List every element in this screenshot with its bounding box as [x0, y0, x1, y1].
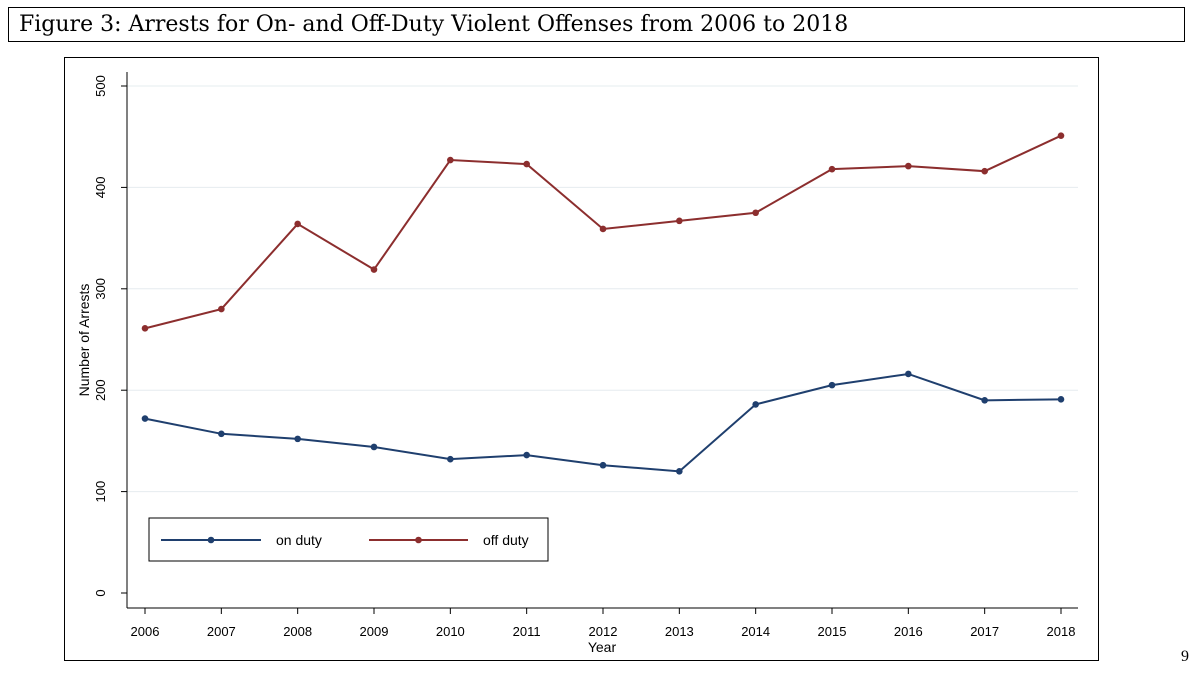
x-tick-label: 2010	[436, 624, 465, 639]
data-point-on-duty	[523, 451, 530, 459]
x-tick-label: 2006	[131, 624, 160, 639]
data-point-off-duty	[752, 209, 759, 217]
data-point-on-duty	[981, 397, 988, 404]
y-tick-label: 100	[93, 481, 108, 503]
plot-frame: 0 100 200 300 400 500 2006 2007 2008 2009 2010 2011…	[64, 57, 1099, 661]
axes	[121, 72, 1078, 614]
data-point-on-duty	[218, 430, 225, 438]
y-tick-label: 400	[93, 177, 108, 199]
data-point-off-duty	[141, 325, 149, 332]
x-tick-label: 2012	[589, 624, 618, 639]
figure-title: Figure 3: Arrests for On- and Off-Duty V…	[8, 7, 1185, 42]
data-point-off-duty	[294, 220, 301, 228]
data-point-off-duty	[599, 225, 607, 233]
data-point-on-duty	[370, 443, 378, 451]
x-tick-label: 2018	[1047, 624, 1076, 639]
data-point-on-duty	[828, 381, 836, 389]
y-tick-label: 0	[93, 589, 108, 596]
data-point-off-duty	[828, 165, 836, 173]
line-chart: 0 100 200 300 400 500 2006 2007 2008 2009 2010 2011…	[76, 72, 1078, 655]
data-point-on-duty	[599, 461, 607, 469]
x-tick-label: 2015	[818, 624, 847, 639]
x-tick-label: 2017	[970, 624, 999, 639]
legend-label: off duty	[483, 532, 529, 548]
legend-label: on duty	[276, 532, 322, 548]
page-number: 9	[1181, 648, 1189, 665]
series-line-on-duty	[144, 372, 1062, 473]
x-tick-label: 2014	[741, 624, 770, 639]
data-point-off-duty	[981, 167, 988, 175]
legend-marker	[207, 536, 215, 544]
data-point-off-duty	[370, 266, 378, 273]
x-tick-label: 2016	[894, 624, 923, 639]
x-tick-label: 2008	[283, 624, 312, 639]
data-point-off-duty	[447, 156, 454, 164]
data-point-on-duty	[447, 455, 454, 463]
data-point-off-duty	[905, 162, 912, 170]
x-tick-label: 2013	[665, 624, 694, 639]
tick-labels: 0 100 200 300 400 500 2006 2007 2008 2009 2010 2011…	[93, 75, 1075, 639]
x-tick-label: 2007	[207, 624, 236, 639]
data-point-on-duty	[141, 415, 149, 422]
x-axis-label: Year	[588, 639, 617, 655]
y-tick-label: 500	[93, 75, 108, 97]
y-tick-label: 300	[93, 278, 108, 300]
data-point-off-duty	[523, 160, 530, 168]
y-tick-label: 200	[93, 379, 108, 401]
data-point-off-duty	[1057, 132, 1065, 139]
data-point-off-duty	[676, 217, 683, 225]
x-tick-label: 2011	[513, 624, 541, 639]
data-point-on-duty	[294, 435, 301, 443]
y-axis-label: Number of Arrests	[76, 284, 92, 397]
legend-marker	[415, 536, 422, 544]
series-group	[141, 132, 1065, 475]
x-tick-label: 2009	[360, 624, 389, 639]
data-point-on-duty	[1057, 396, 1065, 403]
data-point-on-duty	[752, 401, 759, 408]
data-point-on-duty	[905, 370, 912, 378]
legend: on duty off duty	[148, 517, 549, 562]
gridlines	[127, 85, 1078, 493]
data-point-on-duty	[676, 468, 683, 475]
data-point-off-duty	[218, 305, 225, 313]
